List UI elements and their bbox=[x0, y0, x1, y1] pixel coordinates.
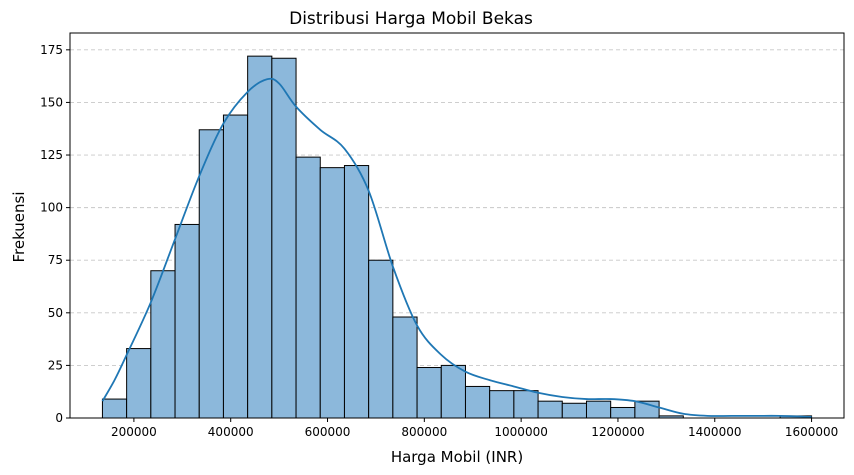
x-axis-label: Harga Mobil (INR) bbox=[391, 448, 523, 466]
histogram-bar bbox=[343, 165, 370, 419]
y-tick-label: 100 bbox=[40, 201, 63, 215]
chart-title: Distribusi Harga Mobil Bekas bbox=[289, 9, 533, 29]
histogram-bar bbox=[489, 390, 515, 419]
histogram-bar bbox=[585, 400, 612, 419]
y-tick-label: 0 bbox=[55, 411, 63, 425]
histogram-bar bbox=[368, 259, 394, 419]
histogram-bar bbox=[561, 402, 587, 419]
histogram-bar bbox=[513, 390, 539, 419]
y-tick-label: 150 bbox=[40, 95, 63, 109]
y-axis-label: Frekuensi bbox=[10, 191, 28, 262]
y-tick-label: 50 bbox=[48, 306, 63, 320]
histogram-bar bbox=[247, 55, 273, 419]
x-axis-ticks: 200000 400000 600000 800000 1000000 1200000 14… bbox=[111, 418, 838, 439]
histogram-bar bbox=[101, 398, 128, 419]
histogram-bar bbox=[416, 367, 442, 419]
x-tick-label: 600000 bbox=[305, 425, 351, 439]
histogram-bar bbox=[537, 400, 563, 419]
histogram-bar bbox=[319, 167, 345, 419]
histogram-bar bbox=[610, 406, 636, 419]
y-axis-ticks: 0 25 50 75 100 125 150 175 bbox=[40, 43, 70, 425]
x-tick-label: 200000 bbox=[111, 425, 157, 439]
x-tick-label: 1200000 bbox=[591, 425, 644, 439]
histogram-bar bbox=[464, 385, 491, 419]
histogram-bar bbox=[271, 57, 297, 419]
histogram-bar bbox=[126, 348, 152, 419]
y-tick-label: 125 bbox=[40, 148, 63, 162]
histogram-bar bbox=[222, 114, 249, 419]
x-tick-label: 1000000 bbox=[494, 425, 547, 439]
kde-curve bbox=[101, 77, 812, 418]
y-tick-label: 25 bbox=[48, 358, 63, 372]
histogram-bar bbox=[295, 156, 321, 419]
x-tick-label: 800000 bbox=[401, 425, 447, 439]
plot-frame bbox=[69, 32, 845, 419]
histogram-bar bbox=[150, 270, 176, 419]
x-tick-label: 400000 bbox=[208, 425, 254, 439]
x-tick-label: 1400000 bbox=[688, 425, 741, 439]
bars-layer bbox=[101, 55, 813, 419]
y-tick-label: 175 bbox=[40, 43, 63, 57]
histogram-bar bbox=[392, 316, 418, 419]
histogram-bar bbox=[198, 129, 224, 419]
histogram-bar bbox=[174, 223, 200, 419]
x-tick-label: 1600000 bbox=[785, 425, 838, 439]
y-tick-label: 75 bbox=[48, 253, 63, 267]
histogram-bar bbox=[440, 364, 466, 419]
